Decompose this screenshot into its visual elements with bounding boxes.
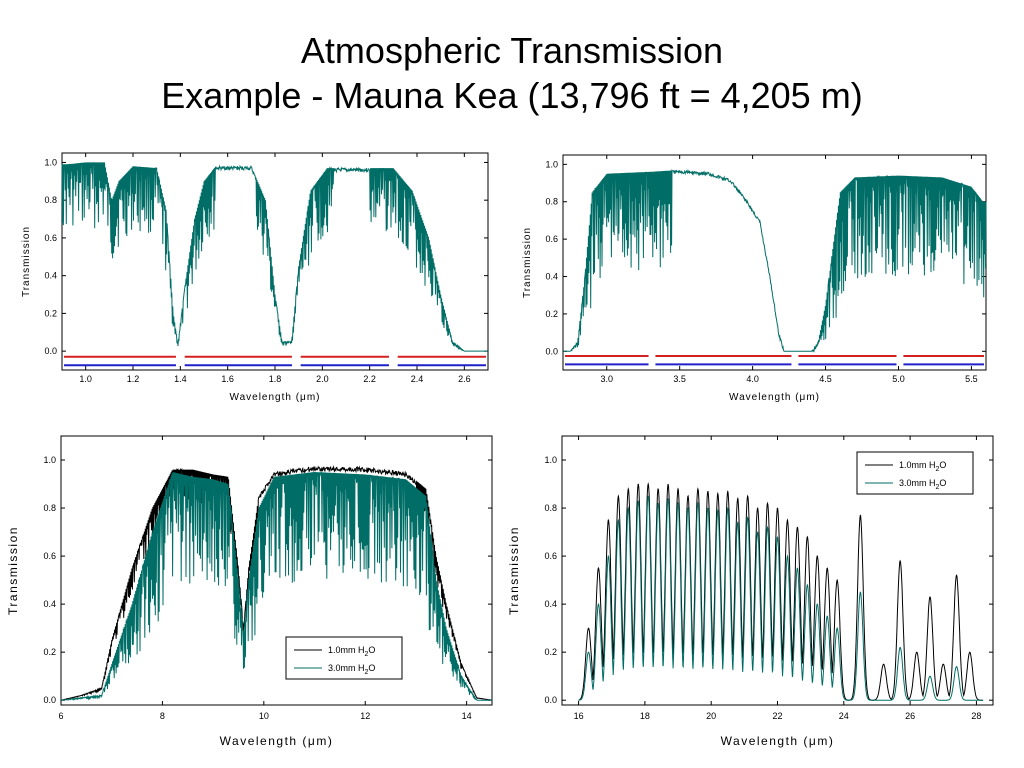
y-axis-label: Transmission: [507, 526, 521, 615]
series-line: [60, 465, 493, 701]
series-line: [578, 495, 984, 701]
y-tick-label: 0.2: [545, 309, 558, 319]
x-axis-label: Wavelength (μm): [729, 392, 820, 403]
y-tick-label: 0.0: [545, 346, 558, 356]
legend-label: 1.0mm H2O: [899, 460, 946, 473]
y-tick-label: 0.8: [43, 503, 56, 513]
legend-label: 3.0mm H2O: [328, 663, 375, 676]
y-tick-label: 0.8: [544, 503, 557, 513]
x-tick-label: 14: [462, 711, 472, 721]
x-tick-label: 12: [360, 711, 370, 721]
x-tick-label: 4.0: [746, 374, 759, 384]
legend-box: [856, 451, 974, 495]
y-tick-label: 0.0: [44, 346, 57, 356]
y-tick-label: 0.8: [44, 195, 57, 205]
x-tick-label: 6: [58, 711, 63, 721]
y-tick-label: 0.6: [544, 551, 557, 561]
y-axis-label: Transmission: [6, 526, 20, 615]
y-tick-label: 1.0: [43, 455, 56, 465]
x-tick-label: 22: [772, 711, 782, 721]
legend-label: 1.0mm H2O: [328, 645, 375, 658]
x-tick-label: 8: [160, 711, 165, 721]
y-tick-label: 0.2: [544, 647, 557, 657]
x-tick-label: 24: [839, 711, 849, 721]
x-axis-label: Wavelength (μm): [220, 734, 334, 748]
x-tick-label: 3.5: [673, 374, 686, 384]
y-tick-label: 0.4: [44, 271, 57, 281]
y-tick-label: 0.8: [545, 197, 558, 207]
x-tick-label: 2.6: [458, 374, 471, 384]
y-tick-label: 1.0: [545, 159, 558, 169]
y-tick-label: 0.0: [544, 695, 557, 705]
x-tick-label: 16: [574, 711, 584, 721]
chart-title-line-1: Atmospheric Transmission: [300, 30, 724, 71]
legend-box: [285, 636, 403, 680]
y-tick-label: 0.0: [43, 695, 56, 705]
x-tick-label: 28: [971, 711, 981, 721]
series-line: [563, 168, 987, 353]
legend-label: 3.0mm H2O: [899, 478, 946, 491]
x-tick-label: 3.0: [601, 374, 614, 384]
x-tick-label: 2.2: [363, 374, 376, 384]
y-tick-label: 1.0: [44, 157, 57, 167]
x-tick-label: 4.5: [819, 374, 832, 384]
x-tick-label: 1.2: [127, 374, 140, 384]
x-tick-label: 5.0: [892, 374, 905, 384]
y-tick-label: 1.0: [544, 455, 557, 465]
series-line: [61, 162, 488, 352]
x-tick-label: 5.5: [965, 374, 978, 384]
x-tick-label: 18: [640, 711, 650, 721]
x-tick-label: 10: [259, 711, 269, 721]
y-tick-label: 0.6: [44, 233, 57, 243]
x-tick-label: 2.4: [411, 374, 424, 384]
y-tick-label: 0.2: [44, 308, 57, 318]
y-tick-label: 0.2: [43, 647, 56, 657]
x-axis-label: Wavelength (μm): [721, 734, 835, 748]
x-tick-label: 26: [905, 711, 915, 721]
y-tick-label: 0.4: [43, 599, 56, 609]
x-tick-label: 20: [706, 711, 716, 721]
x-axis-label: Wavelength (μm): [230, 392, 321, 403]
y-tick-label: 0.6: [545, 234, 558, 244]
y-tick-label: 0.6: [43, 551, 56, 561]
x-tick-label: 1.4: [174, 374, 187, 384]
x-tick-label: 1.0: [79, 374, 92, 384]
series-line: [61, 470, 492, 701]
x-tick-label: 2.0: [316, 374, 329, 384]
x-tick-label: 1.8: [269, 374, 282, 384]
plot-frame: [60, 435, 493, 706]
y-axis-label: Transmission: [522, 227, 533, 298]
y-tick-label: 0.4: [544, 599, 557, 609]
x-tick-label: 1.6: [221, 374, 234, 384]
chart-title-line-2: Example - Mauna Kea (13,796 ft = 4,205 m…: [161, 75, 863, 116]
y-tick-label: 0.4: [545, 272, 558, 282]
y-axis-label: Transmission: [21, 226, 32, 297]
